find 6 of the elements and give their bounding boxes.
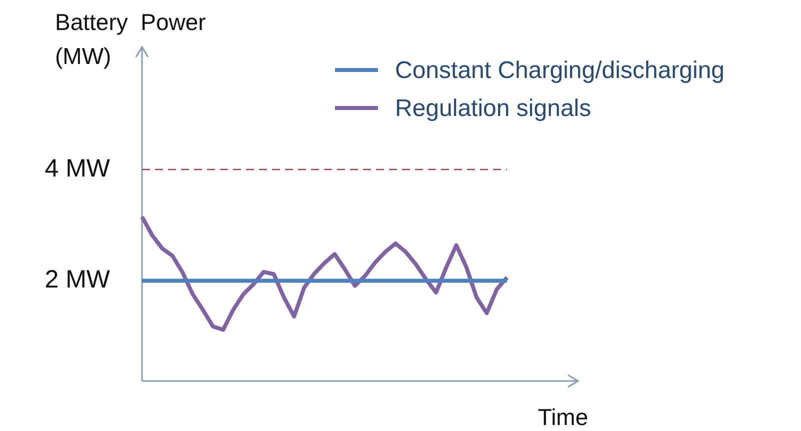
legend-label: Regulation signals — [395, 95, 592, 122]
y-tick-label: 2 MW — [44, 266, 110, 294]
legend-label: Constant Charging/discharging — [395, 57, 725, 84]
y-tick-label: 4 MW — [44, 154, 110, 182]
x-axis-title: Time — [538, 404, 588, 430]
y-axis-title: Battery Power (MW) — [55, 9, 206, 69]
